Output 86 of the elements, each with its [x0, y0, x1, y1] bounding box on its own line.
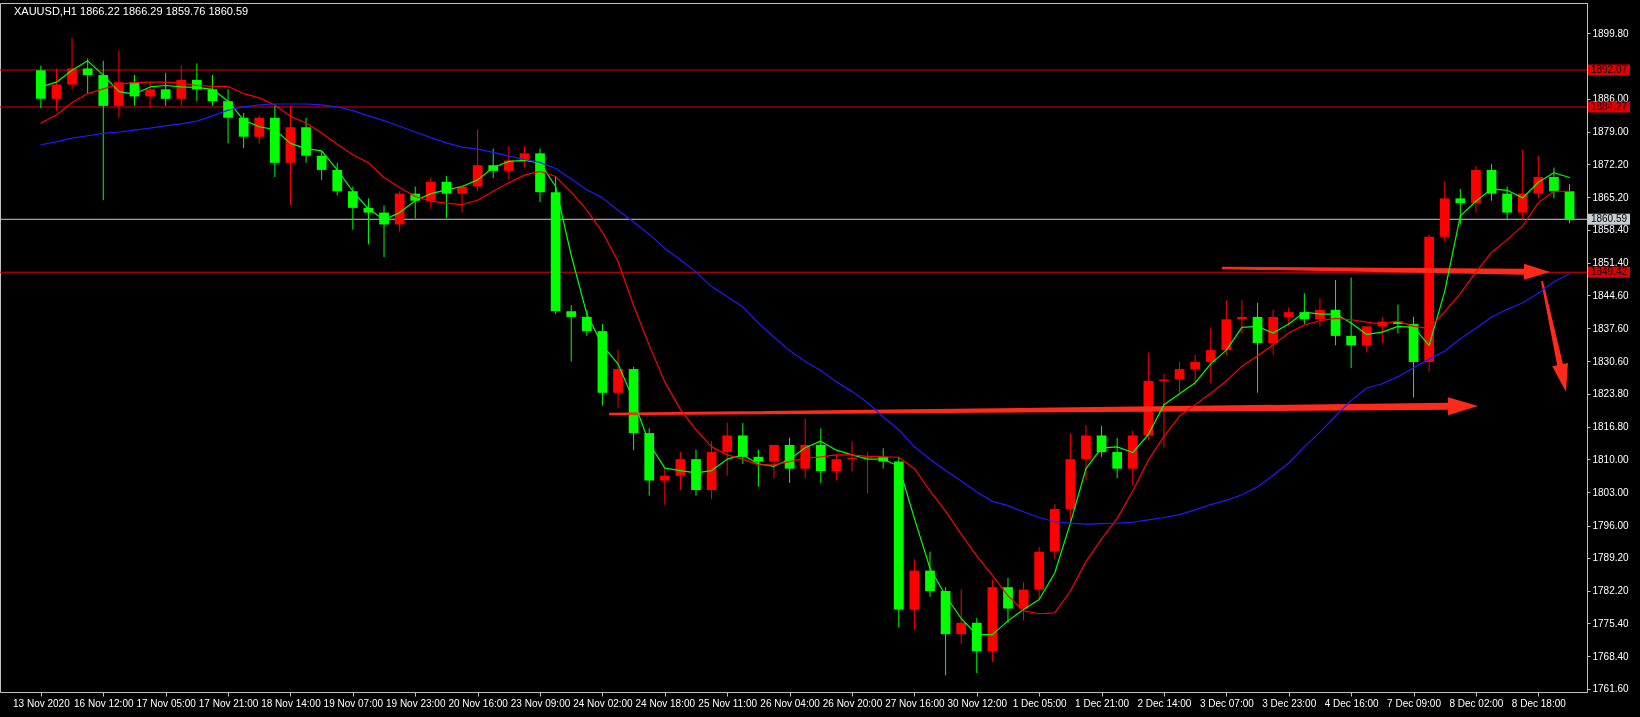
candlestick — [67, 37, 77, 90]
x-tick-label: 26 Nov 04:00 — [760, 697, 821, 709]
candlestick — [1533, 155, 1544, 199]
x-tick-label: 13 Nov 2020 — [13, 697, 71, 709]
candlestick — [831, 453, 842, 482]
candlestick — [238, 112, 249, 149]
ref-line-label: 1849.42 — [1590, 266, 1628, 278]
x-tick-label: 17 Nov 05:00 — [136, 697, 197, 709]
y-tick-label: 1851.40 — [1592, 257, 1630, 269]
y-tick-label: 1810.00 — [1592, 453, 1630, 465]
y-tick-label: 1823.80 — [1592, 388, 1630, 400]
candlestick — [332, 162, 343, 197]
candlestick — [51, 67, 62, 112]
x-tick-label: 18 Nov 14:00 — [261, 697, 322, 709]
y-tick-label: 1816.80 — [1592, 421, 1630, 433]
candlestick — [566, 304, 577, 362]
x-tick-label: 19 Nov 23:00 — [385, 697, 446, 709]
x-tick-label: 24 Nov 02:00 — [573, 697, 634, 709]
candlestick — [800, 418, 811, 479]
x-tick-label: 17 Nov 21:00 — [198, 697, 259, 709]
y-tick-label: 1796.00 — [1592, 520, 1630, 532]
x-tick-label: 24 Nov 18:00 — [635, 697, 696, 709]
candlestick — [1081, 424, 1091, 482]
candlestick — [1112, 437, 1123, 479]
candlestick — [457, 186, 467, 214]
candlestick — [925, 551, 935, 598]
y-tick-label: 1761.60 — [1592, 683, 1630, 695]
candlestick — [1346, 277, 1357, 369]
y-tick-label: 1782.20 — [1592, 585, 1630, 597]
candlestick — [613, 349, 623, 409]
x-tick-label: 19 Nov 07:00 — [323, 697, 384, 709]
x-tick-label: 2 Dec 14:00 — [1137, 697, 1192, 709]
chart-title: XAUUSD,H1 1866.22 1866.29 1859.76 1860.59 — [14, 5, 249, 17]
x-tick-label: 30 Nov 12:00 — [947, 697, 1008, 709]
candlestick — [1502, 186, 1512, 221]
candlestick — [160, 72, 171, 107]
candlestick — [425, 177, 436, 210]
candlestick — [316, 150, 327, 181]
ref-line-label: 1892.07 — [1590, 64, 1628, 75]
ref-line-label: 1860.59 — [1590, 213, 1628, 225]
candlestick — [1190, 354, 1201, 387]
y-tick-label: 1775.40 — [1592, 617, 1630, 629]
x-tick-label: 8 Dec 02:00 — [1449, 697, 1504, 709]
candlestick — [1205, 326, 1216, 384]
y-tick-label: 1803.00 — [1592, 486, 1630, 498]
x-tick-label: 16 Nov 12:00 — [74, 697, 134, 709]
y-tick-label: 1830.60 — [1592, 355, 1630, 367]
y-tick-label: 1865.20 — [1592, 191, 1630, 203]
candlestick — [659, 468, 670, 506]
candlestick — [1283, 306, 1294, 327]
x-tick-label: 1 Dec 21:00 — [1075, 697, 1130, 709]
candlestick — [1517, 149, 1528, 221]
candlestick — [1455, 188, 1466, 225]
x-tick-label: 4 Dec 16:00 — [1324, 697, 1380, 709]
x-tick-label: 3 Dec 07:00 — [1199, 697, 1255, 709]
candlestick — [1003, 577, 1013, 624]
x-tick-label: 7 Dec 09:00 — [1387, 697, 1442, 709]
y-tick-label: 1844.60 — [1592, 289, 1630, 301]
y-tick-label: 1837.60 — [1592, 322, 1630, 334]
candlestick — [956, 589, 967, 645]
x-tick-label: 25 Nov 11:00 — [698, 697, 758, 709]
line-series — [40, 103, 1571, 525]
candlestick — [503, 145, 514, 180]
x-tick-label: 20 Nov 16:00 — [448, 697, 509, 709]
y-tick-label: 1858.40 — [1592, 224, 1630, 236]
y-tick-label: 1899.80 — [1592, 27, 1630, 39]
candlestick — [737, 422, 748, 465]
y-tick-label: 1879.00 — [1592, 126, 1630, 138]
candlestick — [722, 422, 733, 477]
x-tick-label: 1 Dec 05:00 — [1012, 697, 1068, 709]
candlestick — [347, 186, 358, 231]
candlestick — [753, 449, 764, 488]
y-tick-label: 1768.40 — [1592, 650, 1630, 662]
candlestick — [1361, 325, 1372, 353]
x-tick-label: 26 Nov 20:00 — [822, 697, 883, 709]
x-tick-label: 23 Nov 09:00 — [510, 697, 571, 709]
candlestick — [223, 88, 233, 144]
candlestick — [1174, 361, 1185, 394]
y-tick-label: 1872.20 — [1592, 158, 1630, 170]
candlestick — [254, 114, 265, 145]
x-tick-label: 3 Dec 23:00 — [1262, 697, 1317, 709]
y-tick-label: 1789.20 — [1592, 552, 1630, 564]
candlestick — [1549, 167, 1559, 199]
x-tick-label: 27 Nov 16:00 — [885, 697, 946, 709]
x-tick-label: 8 Dec 18:00 — [1511, 697, 1567, 709]
candlestick — [769, 444, 779, 479]
